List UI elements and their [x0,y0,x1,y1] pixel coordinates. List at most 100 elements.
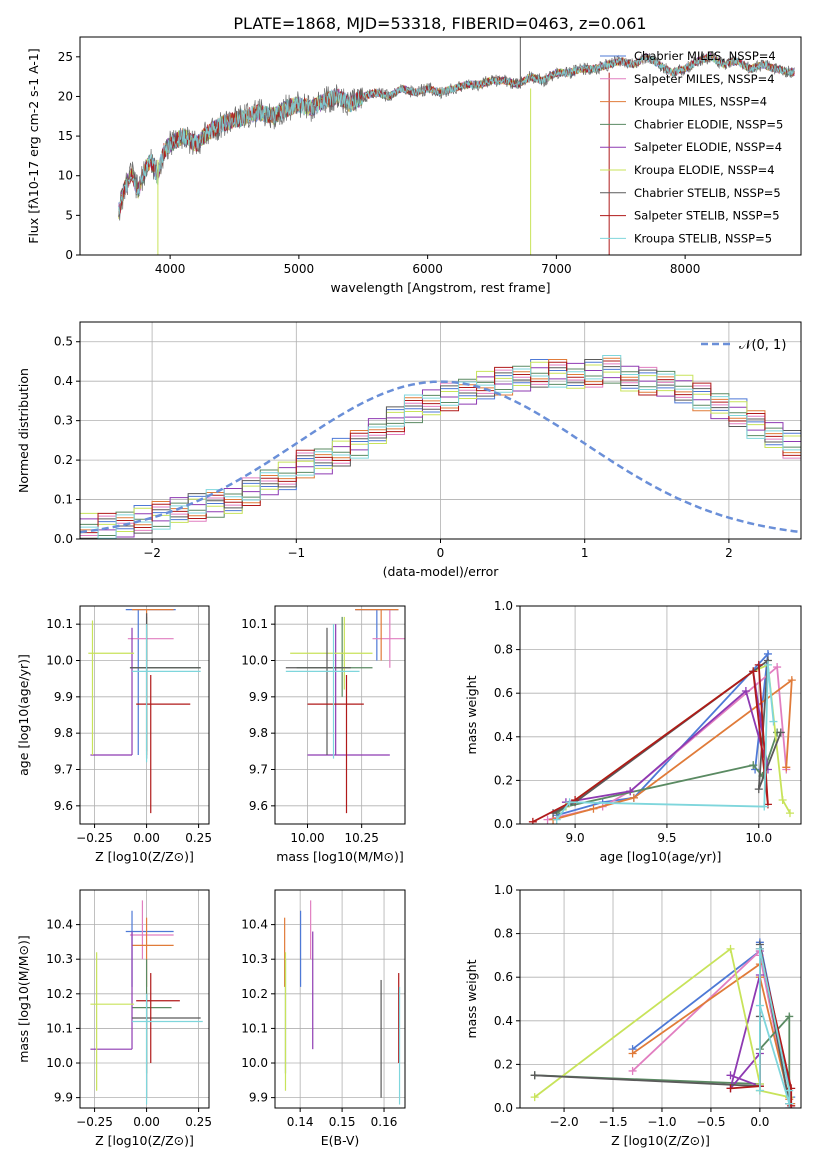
weight-marker-8-0 [552,815,561,824]
figure-title: PLATE=1868, MJD=53318, FIBERID=0463, z=0… [233,14,646,33]
xtick-label-2: 10.0 [745,831,772,845]
weight-marker-8-0 [755,1086,764,1095]
xlabel-spectrum: wavelength [Angstrom, rest frame] [330,280,550,295]
xtick-label-3: 1 [581,546,589,560]
weight-marker-7-0 [726,1084,735,1093]
panel-residuals: 𝒩(0, 1) −2 −1 0 1 2 0.0 0.1 0.2 0.3 0.4 0.5 (data-mo… [16,321,802,579]
xtick-label-2: 0.25 [185,1115,212,1129]
panel-weight_vs_Z: −2.0 −1.5 −1.0 −0.5 0.0 0.0 0.2 0.4 0.6 0.8 1.0 Z [… [464,883,802,1148]
ytick-label-4: 0.8 [494,643,513,657]
weight-marker-7-0 [528,817,537,824]
marks-spectrum [118,37,795,255]
ytick-label-1: 9.7 [249,763,268,777]
legend-label-6: Chabrier STELIB, NSSP=5 [634,186,781,200]
panel-mass_vs_Z: −0.25 0.00 0.25 9.9 10.0 10.1 10.2 10.3 10.4 Z [l… [16,889,212,1148]
xtick-label-1: 5000 [284,262,315,276]
legend-label-0: Chabrier MILES, NSSP=4 [634,49,776,63]
ytick-label-1: 0.1 [54,493,73,507]
marks-age_vs_mass [285,609,405,814]
weight-marker-5-4 [785,809,794,818]
ytick-label-3: 10.2 [241,987,268,1001]
panel-mass_vs_ebv: 0.14 0.15 0.16 9.9 10.0 10.1 10.2 10.3 10.4 E(B-V… [241,889,406,1148]
xtick-label-0: −2 [143,546,161,560]
weight-marker-7-4 [754,660,763,669]
ylabel-residuals: Normed distribution [16,368,31,493]
axes-frame-spectrum [79,36,802,256]
panel-spectrum: 4000 5000 6000 7000 8000 0 5 10 15 20 25 wavelength… [26,36,802,295]
marks-weight_vs_Z [530,938,796,1108]
legend-label-5: Kroupa ELODIE, NSSP=4 [634,163,775,177]
xtick-label-4: 2 [725,546,733,560]
ytick-label-1: 9.7 [54,763,73,777]
axes-frame-weight_vs_Z [519,889,802,1109]
ytick-label-0: 9.9 [54,1091,73,1105]
ylabel-weight_vs_age: mass weight [464,675,479,754]
ytick-label-0: 0.0 [54,532,73,546]
weight-marker-5-3 [778,796,787,805]
ylabel-mass_vs_Z: mass [log10(M/M⊙)] [16,935,31,1063]
weight-marker-7-2 [749,667,758,676]
ytick-label-2: 0.4 [494,1014,513,1028]
ytick-label-4: 10.0 [241,654,268,668]
weight-marker-8-2 [760,802,769,811]
xtick-label-1: 9.5 [657,831,676,845]
histogram-series-8 [80,355,801,539]
marks-age_vs_Z [88,609,201,814]
xtick-label-0: −0.25 [76,1115,113,1129]
legend-label-3: Chabrier ELODIE, NSSP=5 [634,117,783,131]
ytick-label-5: 10.4 [241,918,268,932]
ytick-label-2: 0.2 [54,453,73,467]
weight-marker-6-4 [776,728,785,737]
weight-marker-8-1 [565,798,574,807]
ytick-label-5: 10.1 [241,617,268,631]
weight-marker-2-2 [629,793,638,802]
ytick-label-5: 10.1 [46,617,73,631]
axes-frame-mass_vs_Z [79,889,210,1109]
ytick-label-2: 10.1 [46,1021,73,1035]
weight-line-7 [532,664,769,823]
histogram-series-7 [80,360,801,539]
weight-marker-8-2 [785,1086,794,1095]
ytick-label-2: 0.4 [494,730,513,744]
xtick-label-0: 0.14 [287,1115,314,1129]
xtick-label-1: 10.25 [344,831,378,845]
weight-marker-4-2 [741,687,750,696]
spectrum-line-8 [118,52,795,215]
ytick-label-3: 9.9 [249,690,268,704]
xtick-label-4: 8000 [670,262,701,276]
ytick-label-0: 0.0 [494,1101,513,1115]
weight-marker-2-0 [628,1049,637,1058]
xtick-label-2: 0 [437,546,445,560]
legend-gaussian-label: 𝒩(0, 1) [739,338,786,353]
ytick-label-5: 25 [58,50,73,64]
xtick-label-3: −0.5 [696,1115,725,1129]
ytick-label-4: 0.4 [54,374,73,388]
weight-marker-2-4 [782,763,791,772]
legend-label-4: Salpeter ELODIE, NSSP=4 [634,140,782,154]
ytick-label-2: 10.1 [241,1021,268,1035]
legend-label-8: Kroupa STELIB, NSSP=5 [634,231,772,245]
panel-age_vs_Z: −0.25 0.00 0.25 9.6 9.7 9.8 9.9 10.0 10.1 Z [log1… [16,605,212,864]
ytick-label-5: 1.0 [494,883,513,897]
panel-weight_vs_age: 9.0 9.5 10.0 0.0 0.2 0.4 0.6 0.8 1.0 age [log10(a… [464,599,802,864]
xtick-label-1: −1.5 [598,1115,627,1129]
xlabel-weight_vs_age: age [log10(age/yr)] [600,849,722,864]
ytick-label-2: 10 [58,169,73,183]
ytick-label-4: 10.3 [46,952,73,966]
panel-age_vs_mass: 10.00 10.25 9.6 9.7 9.8 9.9 10.0 10.1 mass [log1… [241,605,406,864]
marks-mass_vs_ebv [284,900,401,1105]
weight-marker-8-3 [763,660,772,669]
xtick-label-0: −0.25 [76,831,113,845]
weight-marker-1-3 [773,663,782,672]
ytick-label-3: 0.3 [54,414,73,428]
ytick-label-2: 9.8 [249,726,268,740]
xlabel-age_vs_Z: Z [log10(Z/Z⊙)] [95,849,194,864]
xlabel-mass_vs_ebv: E(B-V) [321,1133,360,1148]
xtick-label-0: 9.0 [566,831,585,845]
xtick-label-1: 0.00 [133,1115,160,1129]
xtick-label-4: 0.0 [750,1115,769,1129]
marks-weight_vs_age [528,649,796,824]
legend-label-2: Kroupa MILES, NSSP=4 [634,95,767,109]
weight-marker-8-3 [785,1099,794,1108]
legend-label-7: Salpeter STELIB, NSSP=5 [634,209,780,223]
